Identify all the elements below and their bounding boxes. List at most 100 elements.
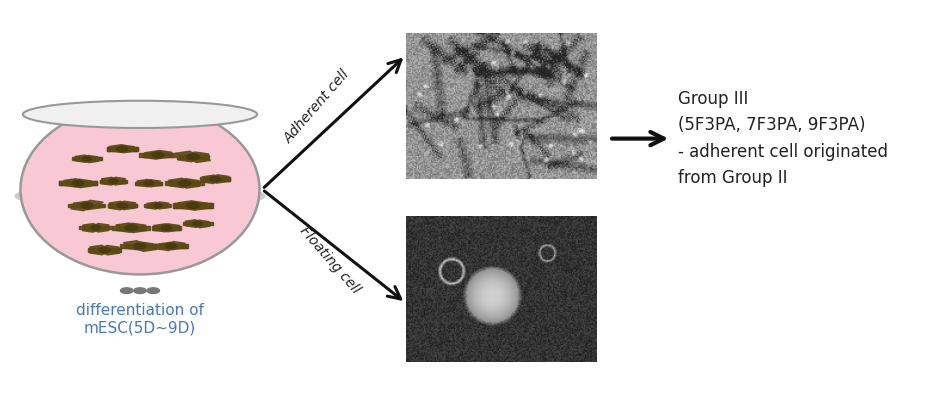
Polygon shape: [72, 182, 92, 188]
Polygon shape: [100, 180, 113, 182]
Polygon shape: [143, 180, 161, 184]
Polygon shape: [174, 203, 193, 208]
Polygon shape: [153, 205, 168, 209]
Polygon shape: [161, 227, 179, 232]
Polygon shape: [71, 205, 93, 211]
Circle shape: [161, 225, 172, 230]
Polygon shape: [153, 227, 173, 232]
Circle shape: [144, 181, 153, 185]
Polygon shape: [146, 205, 163, 209]
Polygon shape: [108, 204, 122, 207]
Polygon shape: [87, 248, 104, 252]
Polygon shape: [153, 224, 173, 229]
Polygon shape: [193, 155, 209, 159]
Polygon shape: [82, 226, 96, 229]
Polygon shape: [156, 245, 177, 251]
Polygon shape: [137, 180, 154, 184]
Ellipse shape: [23, 101, 257, 128]
Polygon shape: [166, 226, 180, 230]
Polygon shape: [186, 201, 207, 207]
Polygon shape: [122, 204, 137, 207]
Polygon shape: [140, 244, 160, 248]
Polygon shape: [201, 178, 221, 184]
Polygon shape: [125, 223, 146, 229]
Polygon shape: [202, 175, 221, 180]
Polygon shape: [73, 157, 86, 160]
Polygon shape: [86, 203, 105, 208]
Circle shape: [187, 203, 200, 208]
Polygon shape: [109, 205, 128, 210]
Polygon shape: [165, 245, 183, 250]
Polygon shape: [186, 223, 203, 227]
Polygon shape: [60, 181, 78, 185]
Polygon shape: [178, 182, 200, 188]
Circle shape: [117, 146, 127, 151]
Polygon shape: [78, 181, 97, 185]
Polygon shape: [116, 148, 136, 153]
Polygon shape: [75, 158, 92, 162]
Polygon shape: [165, 242, 185, 247]
Polygon shape: [166, 226, 179, 230]
Polygon shape: [107, 147, 122, 150]
Text: differentiation of
mESC(5D~9D): differentiation of mESC(5D~9D): [76, 303, 204, 335]
Polygon shape: [74, 155, 92, 159]
Circle shape: [121, 288, 133, 293]
Text: Group III
(5F3PA, 7F3PA, 9F3PA)
- adherent cell originated
from Group II: Group III (5F3PA, 7F3PA, 9F3PA) - adhere…: [678, 90, 888, 187]
Polygon shape: [153, 244, 171, 248]
Polygon shape: [99, 245, 119, 251]
Polygon shape: [90, 249, 111, 255]
Polygon shape: [72, 157, 86, 160]
Polygon shape: [80, 200, 103, 206]
Polygon shape: [171, 244, 188, 248]
Polygon shape: [133, 245, 157, 252]
Polygon shape: [122, 147, 138, 150]
Polygon shape: [89, 248, 104, 252]
Polygon shape: [158, 153, 173, 157]
Polygon shape: [122, 204, 137, 207]
Polygon shape: [143, 182, 161, 187]
Polygon shape: [64, 182, 85, 187]
Polygon shape: [126, 245, 147, 250]
Circle shape: [152, 152, 164, 157]
Polygon shape: [96, 226, 113, 229]
Circle shape: [91, 226, 100, 230]
Polygon shape: [83, 224, 101, 229]
Polygon shape: [101, 177, 119, 182]
Polygon shape: [144, 151, 165, 156]
Polygon shape: [125, 227, 147, 233]
Polygon shape: [158, 204, 168, 207]
Polygon shape: [184, 181, 200, 185]
Circle shape: [210, 177, 220, 182]
Polygon shape: [89, 245, 111, 251]
Circle shape: [81, 203, 93, 208]
Polygon shape: [143, 154, 165, 159]
Text: Adherent cell: Adherent cell: [282, 67, 352, 145]
Polygon shape: [82, 155, 99, 159]
Polygon shape: [78, 181, 97, 185]
Polygon shape: [63, 179, 85, 184]
Polygon shape: [193, 155, 207, 159]
Polygon shape: [104, 248, 120, 252]
Polygon shape: [158, 242, 177, 247]
Polygon shape: [101, 180, 119, 185]
Polygon shape: [124, 241, 147, 247]
Polygon shape: [140, 153, 158, 157]
Polygon shape: [109, 145, 128, 150]
Circle shape: [73, 180, 84, 186]
Polygon shape: [115, 223, 138, 229]
Polygon shape: [158, 153, 177, 157]
Ellipse shape: [15, 181, 265, 211]
Polygon shape: [158, 204, 171, 207]
Polygon shape: [152, 150, 172, 156]
Polygon shape: [137, 182, 154, 187]
Polygon shape: [184, 222, 197, 225]
Polygon shape: [193, 203, 213, 208]
Polygon shape: [116, 205, 136, 210]
Circle shape: [117, 203, 127, 208]
Polygon shape: [90, 227, 109, 232]
Polygon shape: [73, 201, 93, 206]
Polygon shape: [110, 148, 128, 152]
Polygon shape: [168, 181, 184, 185]
Polygon shape: [107, 147, 122, 150]
Polygon shape: [169, 182, 191, 188]
